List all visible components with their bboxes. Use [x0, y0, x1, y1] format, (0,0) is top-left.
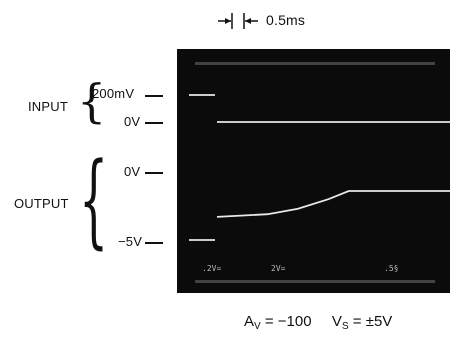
output-0v-tick — [145, 172, 163, 174]
time-scale-arrows — [218, 13, 258, 29]
input-label: INPUT — [28, 99, 68, 114]
output-label: OUTPUT — [14, 196, 69, 211]
av-value: = −100 — [264, 313, 312, 330]
vs-value: = ±5V — [352, 313, 393, 330]
time-scale-label: 0.5ms — [266, 12, 306, 28]
time-scale-marker — [210, 10, 290, 32]
scope-ch2-readout: 2V= — [271, 264, 286, 273]
output-brace: { — [79, 141, 109, 260]
test-condition: AV = −100 VS = ±5V — [244, 313, 392, 332]
scope-traces — [189, 62, 450, 283]
output-0v-label: 0V — [124, 164, 141, 179]
vs-label: V — [331, 313, 342, 330]
input-0v-tick — [145, 122, 163, 124]
graticule-bottom-band — [195, 280, 435, 283]
oscilloscope-screen: .2V= 2V= .5§ — [177, 49, 450, 293]
output-neg5v-tick — [145, 242, 163, 244]
input-200mv-label: 200mV — [92, 86, 135, 101]
scope-time-readout: .5§ — [384, 264, 399, 273]
graticule-top-band — [195, 62, 435, 65]
vs-sub: S — [341, 321, 349, 332]
output-trace — [216, 190, 450, 218]
input-0v-label: 0V — [124, 114, 141, 129]
scope-ch1-readout: .2V= — [202, 264, 222, 273]
input-200mv-tick — [145, 95, 163, 97]
output-neg5v-label: −5V — [118, 234, 143, 249]
av-sub: V — [254, 321, 261, 332]
input-brace: { — [77, 74, 107, 128]
av-label: A — [244, 313, 255, 330]
